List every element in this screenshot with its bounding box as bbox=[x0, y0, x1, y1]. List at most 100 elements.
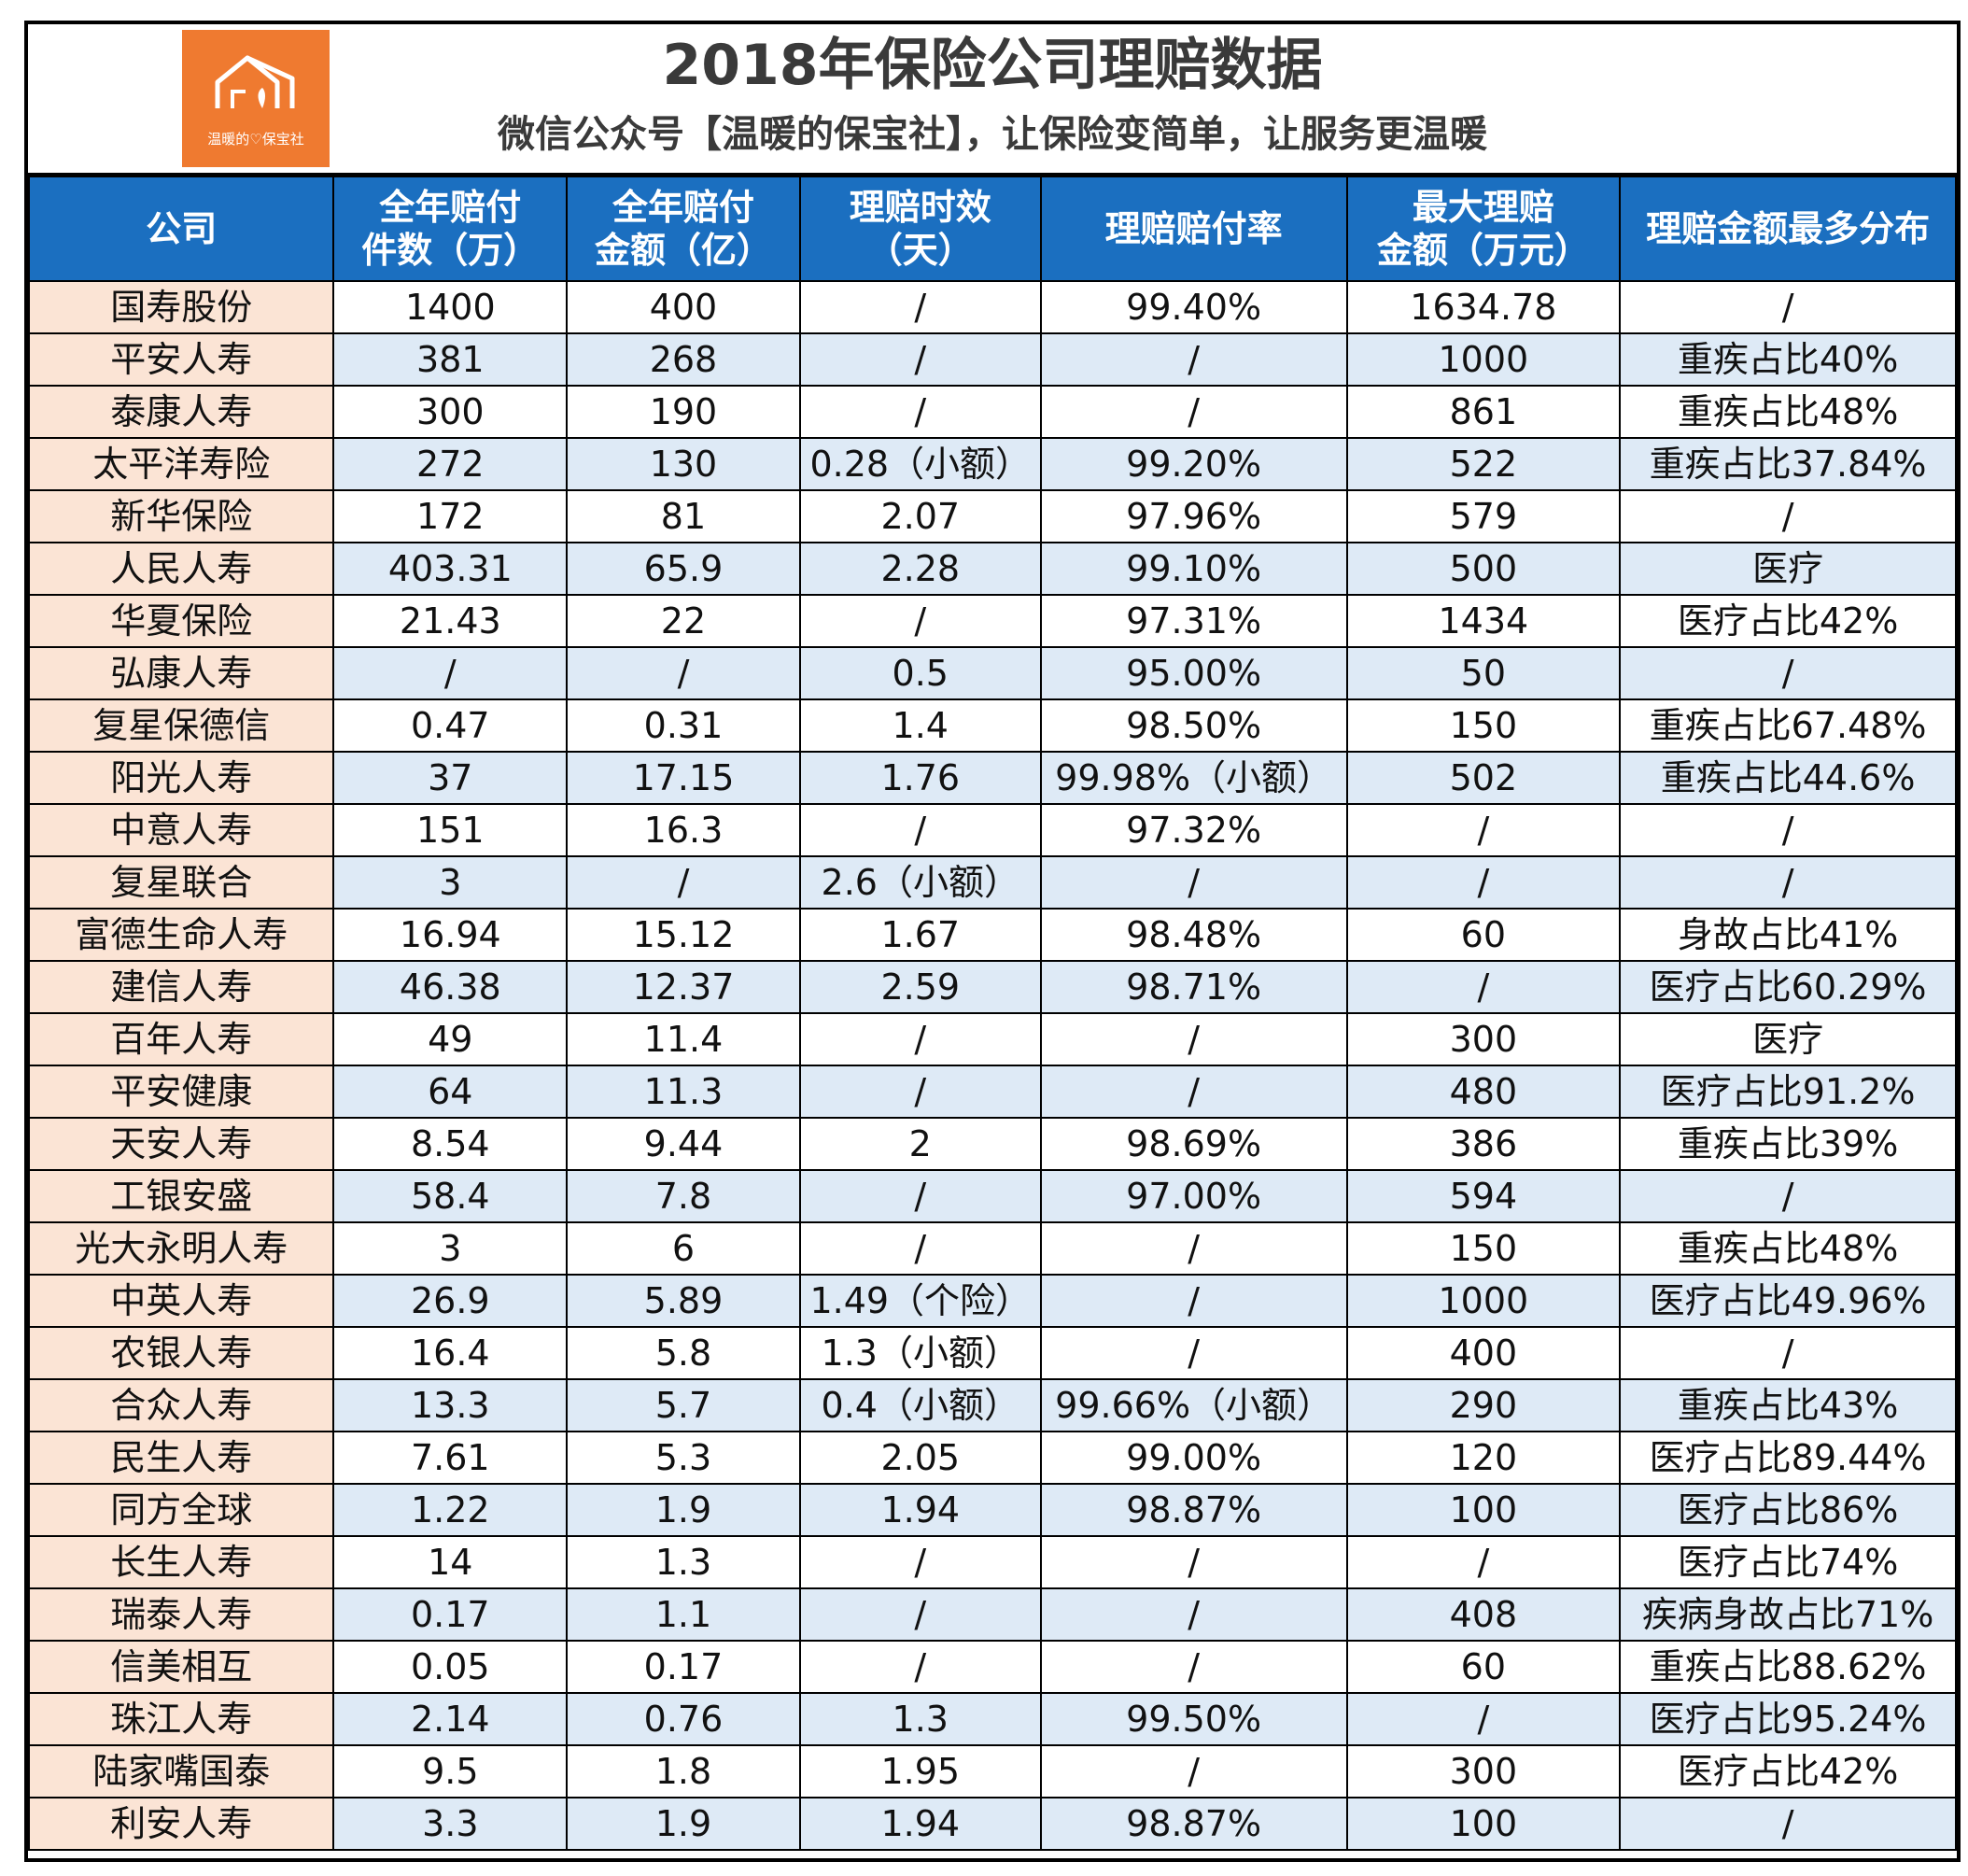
table-row: 瑞泰人寿 0.17 1.1//408 疾病身故占比71% bbox=[27, 1587, 1957, 1642]
table-cell-max-claim: / bbox=[1345, 1692, 1622, 1746]
table-cell-payout-rate: 97.96% bbox=[1039, 489, 1348, 543]
table-cell-top-distribution: / bbox=[1619, 280, 1957, 334]
table-cell-max-claim: 408 bbox=[1345, 1587, 1622, 1642]
table-row: 长生人寿 14 1.3// / 医疗占比74% bbox=[27, 1535, 1957, 1589]
table-cell-max-claim: 290 bbox=[1345, 1378, 1622, 1432]
table-cell-payout-rate: 97.31% bbox=[1039, 594, 1348, 648]
table-row: 天安人寿 8.54 9.44 2 98.69% 386 重疾占比39% bbox=[27, 1117, 1957, 1171]
table-cell-claims-amount: 400 bbox=[566, 280, 801, 334]
table-cell-claims-amount: 5.89 bbox=[566, 1274, 801, 1328]
table-cell-claims-amount: 22 bbox=[566, 594, 801, 648]
table-cell-claims-count: 37 bbox=[332, 751, 569, 805]
table-cell-claim-time: 0.4（小额） bbox=[798, 1378, 1042, 1432]
table-cell-claims-amount: 81 bbox=[566, 489, 801, 543]
table-row: 合众人寿 13.3 5.7 0.4（小额） 99.66%（小额） 290 重疾占比43% bbox=[27, 1378, 1957, 1432]
table-cell-payout-rate: 95.00% bbox=[1039, 646, 1348, 700]
table-row: 利安人寿 3.3 1.9 1.94 98.87% 100/ bbox=[27, 1797, 1957, 1851]
table-cell-claim-time: / bbox=[798, 1640, 1042, 1694]
table-cell-top-distribution: 重疾占比43% bbox=[1619, 1378, 1957, 1432]
table-cell-claims-count: 0.05 bbox=[332, 1640, 569, 1694]
table-cell-claims-count: 49 bbox=[332, 1012, 569, 1066]
table-cell-top-distribution: / bbox=[1619, 1797, 1957, 1851]
table-row: 工银安盛 58.4 7.8/97.00% 594/ bbox=[27, 1169, 1957, 1223]
company-name-cell: 陆家嘴国泰 bbox=[27, 1744, 335, 1798]
table-cell-claim-time: / bbox=[798, 803, 1042, 857]
table-row: 农银人寿 16.4 5.8 1.3（小额）/400/ bbox=[27, 1326, 1957, 1380]
table-cell-top-distribution: 重疾占比48% bbox=[1619, 1221, 1957, 1276]
table-cell-claim-time: 1.67 bbox=[798, 908, 1042, 962]
table-cell-max-claim: 300 bbox=[1345, 1012, 1622, 1066]
table-cell-claims-count: 14 bbox=[332, 1535, 569, 1589]
column-header-line1: 理赔金额最多分布 bbox=[1646, 208, 1931, 249]
company-name-cell: 民生人寿 bbox=[27, 1431, 335, 1485]
table-row: 人民人寿 403.31 65.9 2.28 99.10% 500 医疗 bbox=[27, 542, 1957, 596]
table-cell-claims-count: 46.38 bbox=[332, 960, 569, 1014]
table-cell-top-distribution: 医疗占比89.44% bbox=[1619, 1431, 1957, 1485]
column-header-claims-amount: 全年赔付 金额（亿） bbox=[566, 176, 801, 282]
table-cell-payout-rate: 99.10% bbox=[1039, 542, 1348, 596]
table-cell-max-claim: 150 bbox=[1345, 1221, 1622, 1276]
table-row: 新华保险 172 81 2.07 97.96% 579/ bbox=[27, 489, 1957, 543]
table-cell-top-distribution: 重疾占比39% bbox=[1619, 1117, 1957, 1171]
company-name-cell: 平安人寿 bbox=[27, 332, 335, 387]
sheet-header: 温暖的♡保宝社 2018年保险公司理赔数据 微信公众号【温暖的保宝社】，让保险变… bbox=[28, 24, 1957, 176]
company-name-cell: 天安人寿 bbox=[27, 1117, 335, 1171]
table-cell-payout-rate: / bbox=[1039, 1535, 1348, 1589]
table-cell-claim-time: 2.05 bbox=[798, 1431, 1042, 1485]
table-cell-claim-time: / bbox=[798, 385, 1042, 439]
company-name-cell: 弘康人寿 bbox=[27, 646, 335, 700]
table-cell-claim-time: / bbox=[798, 594, 1042, 648]
table-cell-top-distribution: 重疾占比44.6% bbox=[1619, 751, 1957, 805]
company-name-cell: 工银安盛 bbox=[27, 1169, 335, 1223]
table-cell-payout-rate: / bbox=[1039, 1065, 1348, 1119]
table-cell-payout-rate: 98.50% bbox=[1039, 698, 1348, 753]
table-cell-payout-rate: / bbox=[1039, 1640, 1348, 1694]
table-cell-claim-time: 2 bbox=[798, 1117, 1042, 1171]
table-cell-claims-amount: 65.9 bbox=[566, 542, 801, 596]
table-cell-claim-time: / bbox=[798, 280, 1042, 334]
column-header-claims-count: 全年赔付 件数（万） bbox=[332, 176, 569, 282]
column-header-line1: 理赔赔付率 bbox=[1104, 208, 1283, 249]
table-row: 同方全球 1.22 1.9 1.94 98.87% 100 医疗占比86% bbox=[27, 1483, 1957, 1537]
company-name-cell: 太平洋寿险 bbox=[27, 437, 335, 491]
table-row: 复星保德信 0.47 0.31 1.4 98.50% 150 重疾占比67.48% bbox=[27, 698, 1957, 753]
table-cell-max-claim: 1000 bbox=[1345, 332, 1622, 387]
table-cell-top-distribution: 医疗 bbox=[1619, 1012, 1957, 1066]
table-cell-payout-rate: / bbox=[1039, 332, 1348, 387]
table-cell-max-claim: 60 bbox=[1345, 1640, 1622, 1694]
table-cell-claims-amount: / bbox=[566, 855, 801, 910]
table-cell-payout-rate: 98.69% bbox=[1039, 1117, 1348, 1171]
column-header-payout-rate: 理赔赔付率 bbox=[1039, 176, 1348, 282]
column-header-line1: 最大理赔 bbox=[1412, 187, 1554, 228]
table-cell-claim-time: 1.49（个险） bbox=[798, 1274, 1042, 1328]
table-cell-claims-count: 0.17 bbox=[332, 1587, 569, 1642]
table-cell-top-distribution: / bbox=[1619, 855, 1957, 910]
table-cell-claim-time: / bbox=[798, 1169, 1042, 1223]
table-row: 复星联合 3/2.6（小额） / / / bbox=[27, 855, 1957, 910]
table-cell-claims-amount: 268 bbox=[566, 332, 801, 387]
table-cell-claims-count: 1.22 bbox=[332, 1483, 569, 1537]
table-cell-claim-time: 2.28 bbox=[798, 542, 1042, 596]
table-row: 中英人寿 26.9 5.89 1.49（个险）/1000 医疗占比49.96% bbox=[27, 1274, 1957, 1328]
table-cell-claims-amount: 0.17 bbox=[566, 1640, 801, 1694]
brand-logo: 温暖的♡保宝社 bbox=[182, 30, 330, 167]
company-name-cell: 人民人寿 bbox=[27, 542, 335, 596]
house-logo-icon bbox=[215, 55, 295, 108]
table-cell-payout-rate: 98.87% bbox=[1039, 1483, 1348, 1537]
table-cell-claims-amount: 1.9 bbox=[566, 1483, 801, 1537]
column-header-max-claim: 最大理赔 金额（万元） bbox=[1345, 176, 1622, 282]
table-cell-claim-time: 0.5 bbox=[798, 646, 1042, 700]
table-cell-payout-rate: 99.66%（小额） bbox=[1039, 1378, 1348, 1432]
company-name-cell: 合众人寿 bbox=[27, 1378, 335, 1432]
table-row: 民生人寿 7.61 5.3 2.05 99.00% 120 医疗占比89.44% bbox=[27, 1431, 1957, 1485]
company-name-cell: 利安人寿 bbox=[27, 1797, 335, 1851]
table-cell-top-distribution: / bbox=[1619, 1326, 1957, 1380]
table-row: 陆家嘴国泰 9.5 1.8 1.95/300 医疗占比42% bbox=[27, 1744, 1957, 1798]
table-cell-top-distribution: / bbox=[1619, 1169, 1957, 1223]
table-cell-claim-time: / bbox=[798, 1587, 1042, 1642]
table-cell-payout-rate: 99.40% bbox=[1039, 280, 1348, 334]
company-name-cell: 富德生命人寿 bbox=[27, 908, 335, 962]
table-cell-claims-amount: 5.8 bbox=[566, 1326, 801, 1380]
table-cell-top-distribution: / bbox=[1619, 489, 1957, 543]
table-cell-claims-amount: 1.1 bbox=[566, 1587, 801, 1642]
